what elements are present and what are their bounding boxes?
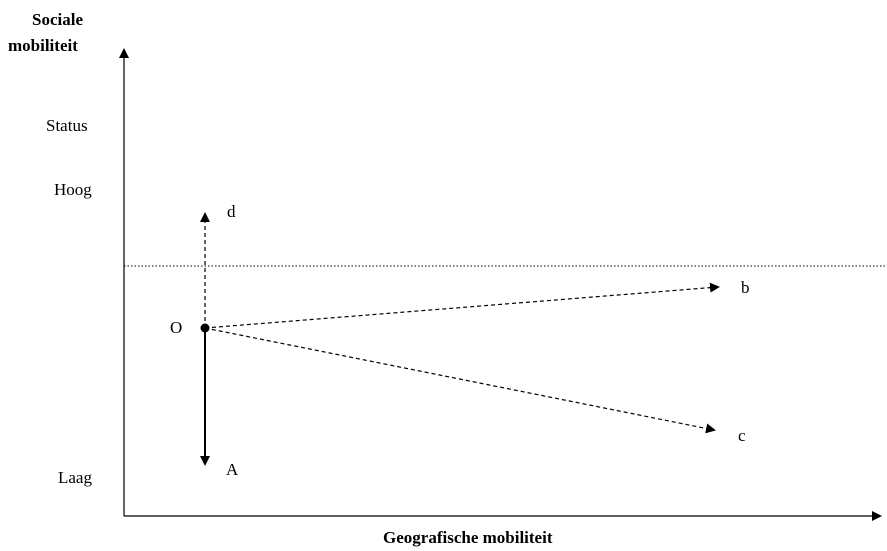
x-axis-label: Geografische mobiliteit xyxy=(383,528,553,547)
label-c: c xyxy=(738,426,746,445)
arrow-to-b xyxy=(204,282,720,329)
y-scale-hoog: Hoog xyxy=(54,180,92,199)
label-a: A xyxy=(226,460,239,479)
y-scale-status: Status xyxy=(46,116,88,135)
label-origin: O xyxy=(170,318,183,337)
origin-point xyxy=(200,323,210,333)
y-scale-laag: Laag xyxy=(58,468,92,487)
arrow-to-c xyxy=(204,327,716,434)
y-axis-label-line1: Sociale xyxy=(32,10,83,29)
y-axis-label-line2: mobiliteit xyxy=(8,36,78,55)
label-d: d xyxy=(227,202,236,221)
label-b: b xyxy=(741,278,750,297)
